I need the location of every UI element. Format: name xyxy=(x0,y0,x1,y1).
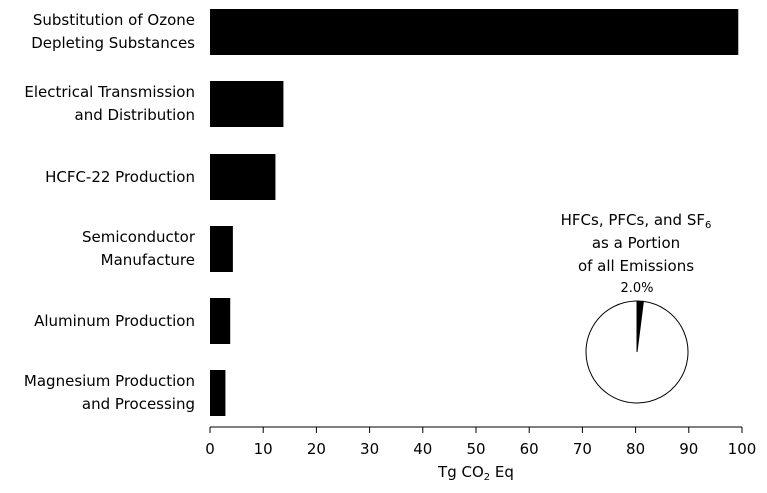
pie-slice-1 xyxy=(585,300,689,404)
category-label-line: and Distribution xyxy=(74,106,196,124)
bar-1 xyxy=(210,81,284,127)
category-label-line: Manufacture xyxy=(100,251,195,269)
category-label-line: HCFC-22 Production xyxy=(45,167,195,186)
category-label-line: Electrical Transmission xyxy=(24,83,195,101)
x-tick-label: 100 xyxy=(728,440,757,458)
inset-title-line-2: as a Portion xyxy=(591,234,681,252)
x-axis-title: Tg CO2 Eq xyxy=(437,463,514,483)
x-tick-label: 90 xyxy=(679,440,698,458)
x-tick-label: 30 xyxy=(360,440,379,458)
inset-pie-title: HFCs, PFCs, and SF6 as a Portion of all … xyxy=(546,209,726,278)
x-tick-label: 50 xyxy=(466,440,485,458)
category-label-5: Magnesium Production and Processing xyxy=(0,370,195,416)
category-label-line: and Processing xyxy=(81,395,195,413)
category-label-0: Substitution of Ozone Depleting Substance… xyxy=(0,9,195,55)
category-label-line: Semiconductor xyxy=(82,228,195,246)
category-label-line: Substitution of Ozone xyxy=(32,11,195,29)
inset-title-line-3: of all Emissions xyxy=(577,257,695,275)
bar-0 xyxy=(210,9,739,55)
bar-2 xyxy=(210,154,276,200)
bar-group xyxy=(210,9,739,416)
x-axis: 0 10 20 30 40 50 60 70 80 90 100 Tg CO2 Eq xyxy=(205,426,757,483)
x-tick-label: 60 xyxy=(520,440,539,458)
x-tick-label: 40 xyxy=(413,440,432,458)
x-tick-label: 80 xyxy=(626,440,645,458)
category-label-1: Electrical Transmission and Distribution xyxy=(0,81,195,127)
category-label-4: Aluminum Production xyxy=(0,310,195,333)
x-tick-label: 20 xyxy=(307,440,326,458)
pie-slice-label: 2.0% xyxy=(620,281,653,296)
bar-4 xyxy=(210,298,231,344)
category-label-2: HCFC-22 Production xyxy=(0,166,195,189)
bar-3 xyxy=(210,226,233,272)
inset-title-line-1: HFCs, PFCs, and SF6 xyxy=(560,211,712,231)
bar-5 xyxy=(210,370,226,416)
x-tick-label: 10 xyxy=(254,440,273,458)
category-label-3: Semiconductor Manufacture xyxy=(0,226,195,272)
inset-pie-chart: 2.0% xyxy=(585,281,689,404)
category-label-line: Depleting Substances xyxy=(31,34,195,52)
category-label-line: Magnesium Production xyxy=(23,372,195,390)
x-tick-label: 0 xyxy=(205,440,215,458)
category-label-line: Aluminum Production xyxy=(34,311,195,330)
x-tick-label: 70 xyxy=(573,440,592,458)
